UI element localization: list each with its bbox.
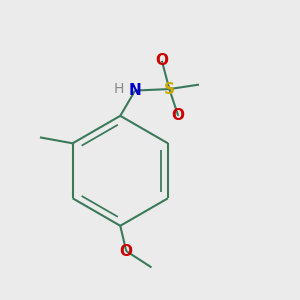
Text: N: N xyxy=(129,83,142,98)
Text: H: H xyxy=(114,82,124,96)
Text: O: O xyxy=(120,244,133,259)
Text: O: O xyxy=(172,108,185,123)
Text: S: S xyxy=(164,82,175,97)
Text: O: O xyxy=(155,53,168,68)
